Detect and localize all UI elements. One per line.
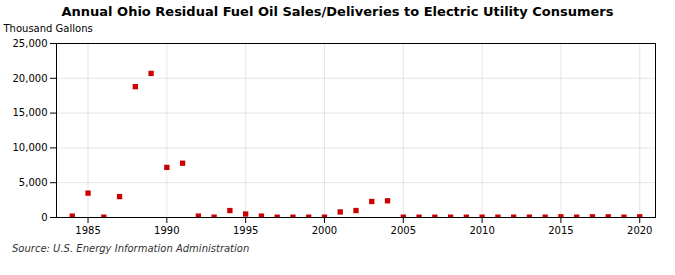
svg-text:20,000: 20,000 <box>13 73 48 84</box>
svg-text:25,000: 25,000 <box>13 38 48 49</box>
svg-text:2000: 2000 <box>312 225 337 236</box>
html-text:Source: U.S. Energy Informatio: Source: U.S. Energy Information Administ… <box>12 243 250 254</box>
svg-text:2020: 2020 <box>627 225 652 236</box>
svg-text:1995: 1995 <box>233 225 258 236</box>
svg-text:10,000: 10,000 <box>13 142 48 153</box>
svg-text:2005: 2005 <box>391 225 416 236</box>
svg-text:15,000: 15,000 <box>13 107 48 118</box>
svg-text:0: 0 <box>41 212 47 223</box>
svg-text:Thousand Gallons: Thousand Gallons <box>3 23 93 34</box>
html-text:Annual Ohio Residual Fuel Oil: Annual Ohio Residual Fuel Oil Sales/Deli… <box>61 4 614 19</box>
svg-text:2010: 2010 <box>469 225 494 236</box>
svg-text:1990: 1990 <box>154 225 179 236</box>
svg-text:1985: 1985 <box>75 225 100 236</box>
svg-text:2015: 2015 <box>548 225 573 236</box>
svg-text:5,000: 5,000 <box>19 177 48 188</box>
